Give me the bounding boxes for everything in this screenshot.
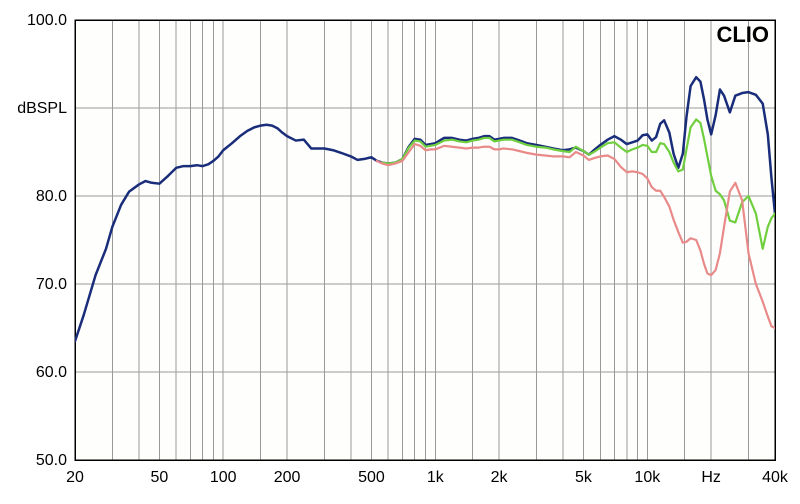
chart-title: CLIO: [716, 22, 769, 47]
x-tick-label: 10k: [634, 469, 661, 486]
y-tick-label: 80.0: [36, 188, 67, 205]
y-tick-label: 60.0: [36, 364, 67, 381]
x-tick-label: 1k: [427, 469, 445, 486]
y-tick-label: 70.0: [36, 276, 67, 293]
x-tick-label: 40k: [762, 469, 789, 486]
y-tick-label: 100.0: [27, 12, 67, 29]
frequency-response-chart: 20 50 100 200 500 1k 2k 5k 10k 40k Hz 50.0 60.0 70.0 8…: [0, 0, 800, 504]
x-tick-label: 2k: [491, 469, 509, 486]
x-tick-label: 50: [150, 469, 168, 486]
y-tick-label: 50.0: [36, 452, 67, 469]
x-tick-label: 200: [274, 469, 301, 486]
y-axis-label: dBSPL: [17, 100, 67, 117]
chart-container: 20 50 100 200 500 1k 2k 5k 10k 40k Hz 50.0 60.0 70.0 8…: [0, 0, 800, 504]
x-tick-label: 20: [66, 469, 84, 486]
x-tick-label: 100: [210, 469, 237, 486]
x-tick-label: 500: [358, 469, 385, 486]
x-tick-label: 5k: [575, 469, 593, 486]
x-axis-unit-label: Hz: [701, 469, 721, 486]
